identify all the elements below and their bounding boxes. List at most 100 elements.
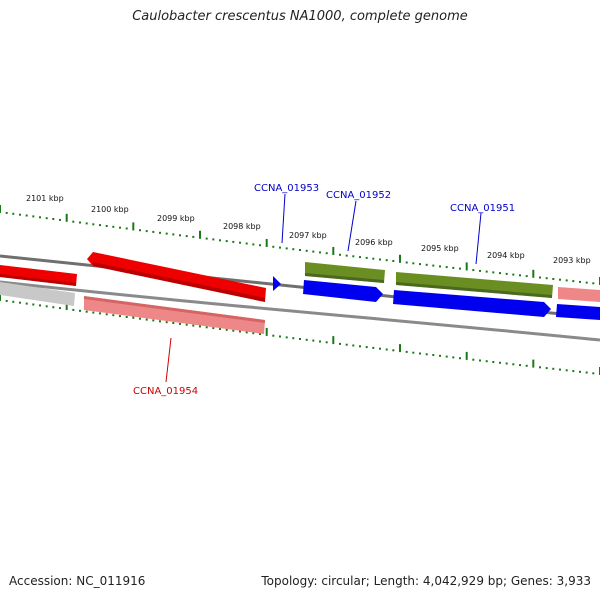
minor-tick — [245, 242, 248, 245]
major-tick — [265, 327, 268, 336]
leader-ccna-01951 — [475, 212, 482, 265]
gene-label-ccna-01952[interactable]: CCNA_01952 — [326, 190, 391, 201]
minor-tick — [159, 231, 161, 234]
minor-tick — [79, 221, 81, 224]
accession-text: Accession: NC_011916 — [9, 574, 146, 588]
minor-tick — [239, 241, 241, 244]
minor-tick — [139, 229, 141, 232]
minor-tick — [59, 218, 61, 221]
minor-tick — [412, 351, 415, 354]
minor-tick — [192, 324, 195, 327]
gene-blue-1[interactable] — [303, 280, 383, 302]
minor-tick — [425, 263, 428, 266]
gene-olive-2[interactable] — [396, 272, 553, 298]
minor-tick — [165, 232, 168, 235]
minor-tick — [572, 370, 575, 373]
gene-pink-ccna-01954[interactable] — [84, 296, 265, 334]
minor-tick — [505, 272, 508, 275]
minor-tick — [439, 265, 441, 268]
major-tick — [465, 262, 468, 271]
minor-tick — [565, 279, 568, 282]
minor-tick — [105, 225, 108, 227]
minor-tick — [205, 326, 208, 329]
minor-tick — [252, 243, 255, 246]
minor-tick — [525, 364, 528, 367]
minor-tick — [119, 315, 121, 318]
minor-tick — [52, 218, 55, 220]
minor-tick — [545, 277, 548, 280]
minor-tick — [372, 346, 375, 349]
minor-tick — [52, 306, 55, 309]
gene-blue-2[interactable] — [393, 290, 551, 317]
gene-red-left-upper[interactable] — [0, 265, 77, 286]
minor-tick — [152, 319, 155, 322]
tick-label-2100: 2100 kbp — [91, 205, 129, 214]
minor-tick — [32, 215, 35, 218]
gene-label-ccna-01954[interactable]: CCNA_01954 — [133, 386, 198, 397]
minor-tick — [92, 311, 95, 314]
leader-ccna-01952 — [347, 200, 357, 252]
minor-tick — [39, 216, 41, 219]
minor-tick — [365, 346, 368, 349]
minor-tick — [565, 369, 568, 372]
minor-tick — [325, 341, 328, 344]
tick-label-2093: 2093 kbp — [553, 256, 591, 265]
minor-tick — [285, 336, 288, 339]
backbone-inner — [0, 280, 600, 342]
minor-tick — [139, 317, 141, 320]
minor-tick — [319, 340, 321, 343]
minor-tick — [192, 235, 195, 238]
minor-tick — [445, 266, 448, 269]
gene-gray-left[interactable] — [0, 282, 75, 306]
minor-tick — [392, 260, 395, 262]
minor-tick — [419, 352, 421, 355]
minor-tick — [245, 331, 248, 334]
minor-tick — [72, 308, 75, 311]
minor-tick — [499, 361, 501, 364]
minor-tick — [12, 212, 15, 215]
gene-pink-right-upper[interactable] — [558, 287, 600, 302]
gene-label-ccna-01951[interactable]: CCNA_01951 — [450, 203, 515, 214]
minor-tick — [472, 358, 475, 361]
minor-tick — [339, 342, 341, 345]
minor-tick — [219, 328, 221, 330]
major-tick — [65, 302, 68, 310]
minor-tick — [432, 354, 435, 356]
minor-tick — [312, 339, 315, 342]
gene-blue-small[interactable] — [273, 276, 281, 291]
major-tick — [65, 213, 68, 222]
tick-label-2097: 2097 kbp — [289, 231, 327, 240]
major-tick — [532, 359, 535, 368]
gene-label-ccna-01953[interactable]: CCNA_01953 — [254, 183, 319, 194]
minor-tick — [499, 272, 501, 275]
minor-tick — [292, 248, 295, 251]
minor-tick — [152, 230, 155, 233]
gene-blue-right[interactable] — [556, 304, 600, 320]
minor-tick — [505, 362, 508, 365]
major-tick — [399, 254, 401, 263]
minor-tick — [512, 273, 515, 276]
minor-tick — [452, 266, 455, 269]
minor-tick — [39, 304, 41, 307]
gene-red-ccna-01954[interactable] — [87, 252, 266, 302]
minor-tick — [359, 345, 361, 348]
minor-tick — [552, 367, 555, 370]
minor-tick — [19, 301, 21, 304]
tick-label-2094: 2094 kbp — [487, 251, 525, 260]
minor-tick — [345, 254, 348, 257]
minor-tick — [79, 309, 81, 312]
minor-tick — [45, 305, 48, 308]
minor-tick — [5, 211, 8, 214]
minor-tick — [185, 235, 188, 238]
minor-tick — [379, 258, 381, 261]
minor-tick — [339, 253, 341, 256]
minor-tick — [72, 220, 75, 223]
minor-tick — [105, 313, 108, 316]
minor-tick — [32, 303, 35, 306]
gene-olive-1[interactable] — [305, 262, 385, 283]
minor-tick — [279, 246, 281, 249]
inner-tick-track — [0, 293, 600, 375]
minor-tick — [519, 364, 521, 367]
minor-tick — [219, 239, 221, 242]
minor-tick — [145, 230, 148, 233]
